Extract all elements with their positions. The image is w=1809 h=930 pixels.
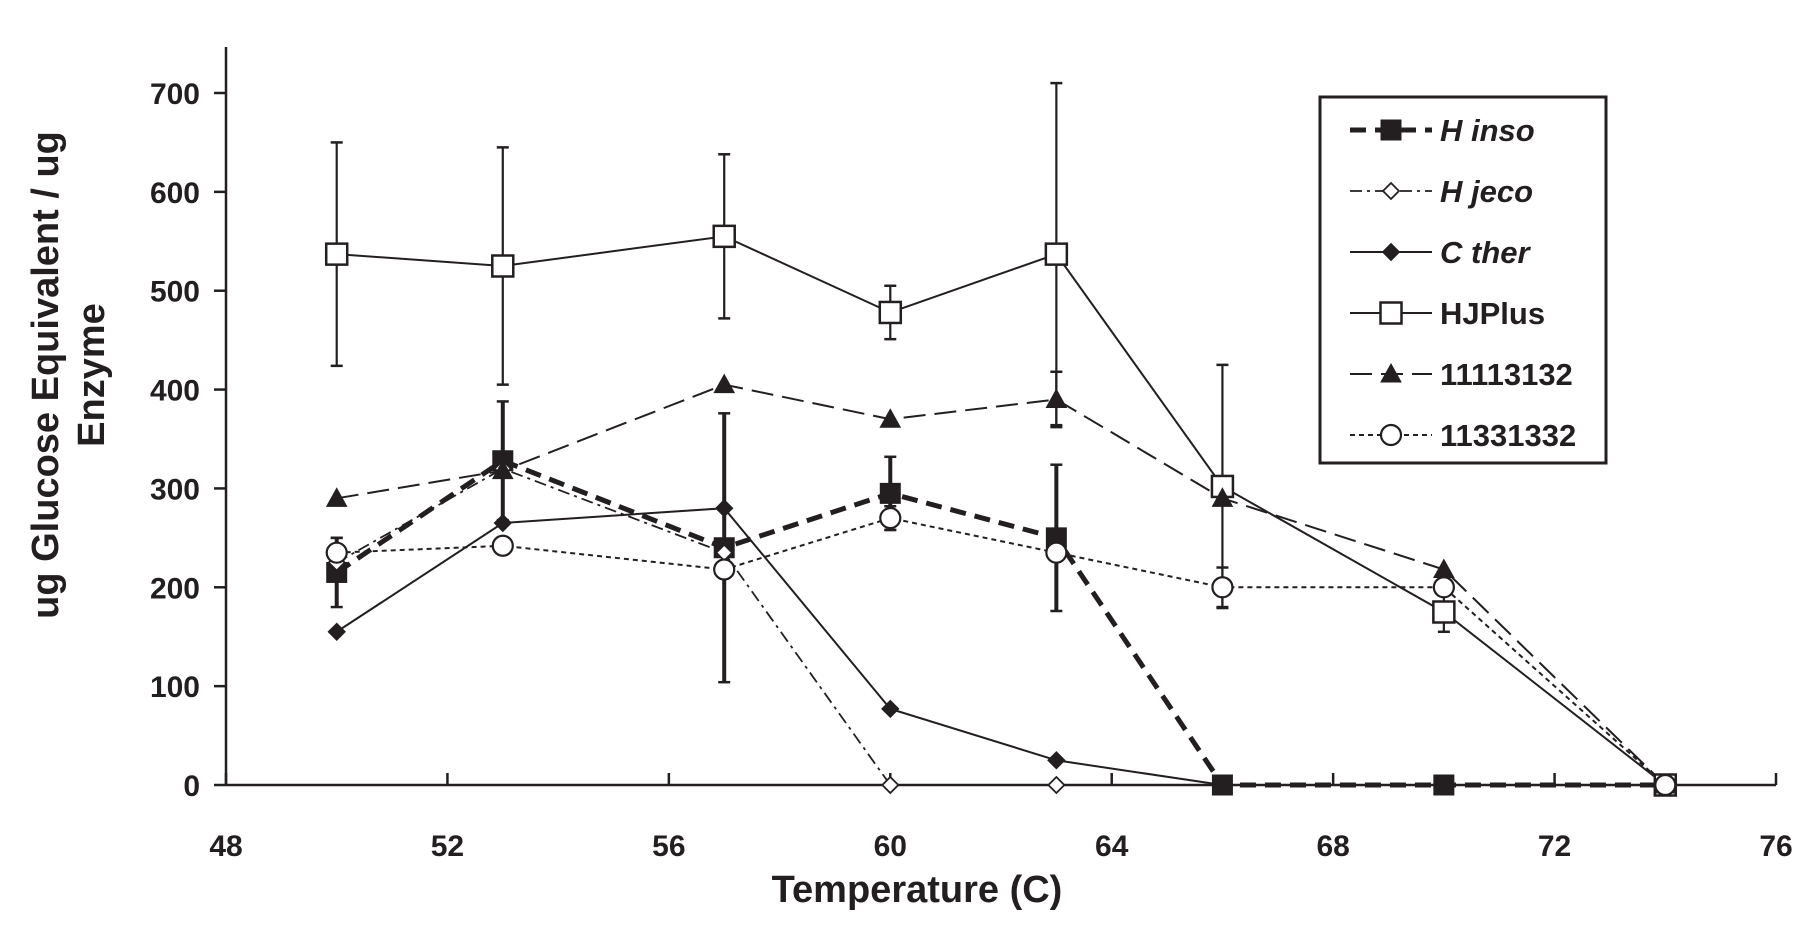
series-line-4 (336, 383, 1666, 786)
legend-box (1318, 95, 1608, 465)
y-tick-label: 600 (150, 177, 200, 210)
y-tick-label: 100 (150, 671, 200, 704)
y-axis-title-line-2: Enzyme (71, 303, 113, 447)
legend-label-3: HJPlus (1440, 296, 1545, 331)
series-2-point-4 (1047, 751, 1066, 770)
x-tick-label: 72 (1538, 830, 1571, 863)
series-5-point-2 (713, 558, 736, 581)
series-5-point-3 (879, 506, 902, 530)
y-axis-title: ug Glucose Equivalent / ug Enzyme (25, 131, 113, 619)
legend-marker-4 (1380, 362, 1402, 383)
error-bars (330, 81, 1450, 684)
x-tick-label: 64 (1095, 830, 1129, 863)
legend-label-1: H jeco (1440, 174, 1533, 209)
series-5-point-5 (1211, 576, 1234, 599)
series-2-point-5 (1213, 775, 1232, 795)
legend-marker-0 (1380, 119, 1402, 141)
series-3-point-0 (324, 242, 349, 266)
series-3-point-6 (1432, 600, 1456, 624)
series-markers (324, 224, 1678, 797)
series-5-point-4 (1045, 541, 1068, 564)
x-tick-label: 52 (431, 830, 464, 863)
series-0-point-3 (879, 482, 901, 504)
series-2-point-1 (493, 513, 512, 533)
tick-labels: 0 100 200 300 400 500 600 700 48 52 56 60 64 68 72 76 (150, 78, 1793, 863)
legend-label-5: 11331332 (1440, 418, 1576, 453)
legend-marker-2 (1381, 242, 1401, 262)
series-3-point-4 (1044, 242, 1069, 266)
legend-label-2: C ther (1440, 235, 1532, 270)
series-5-point-0 (325, 541, 348, 564)
series-line-3 (336, 235, 1666, 786)
legend-label-0: H inso (1440, 113, 1535, 148)
series-5-point-6 (1432, 576, 1455, 599)
series-4-point-2 (713, 373, 736, 394)
legend-marker-3 (1379, 301, 1403, 325)
series-line-2 (336, 507, 1223, 786)
y-tick-label: 500 (150, 276, 200, 309)
y-tick-label: 300 (150, 473, 200, 506)
series-4-point-1 (491, 459, 514, 480)
series-2-point-0 (327, 622, 346, 641)
series-4-point-5 (1211, 487, 1234, 507)
legend-marker-5 (1379, 423, 1403, 447)
series-line-1 (336, 467, 1057, 786)
x-tick-label: 68 (1316, 830, 1349, 863)
legend-marker-1 (1381, 181, 1401, 201)
series-3-point-3 (878, 300, 903, 325)
y-tick-label: 400 (150, 375, 200, 408)
x-tick-label: 56 (652, 830, 685, 863)
series-4-point-6 (1433, 558, 1455, 578)
y-tick-label: 0 (183, 770, 200, 803)
y-tick-label: 200 (150, 572, 200, 605)
x-tick-label: 60 (874, 830, 907, 863)
series-3-point-1 (491, 254, 515, 278)
y-tick-label: 700 (150, 78, 200, 111)
x-tick-label: 76 (1759, 830, 1792, 863)
series-2-point-3 (881, 699, 900, 719)
legend: H inso H jeco C ther HJPlus 11113132 11331332 (1318, 95, 1608, 465)
y-axis-title-line-1: ug Glucose Equivalent / ug (25, 131, 67, 619)
series-4-point-3 (879, 408, 902, 428)
series-4-point-0 (325, 487, 348, 507)
x-axis-title: Temperature (C) (772, 869, 1063, 911)
series-0-point-6 (1433, 774, 1455, 796)
series-5-point-1 (491, 534, 514, 557)
series-3-point-2 (712, 224, 736, 249)
x-tick-label: 48 (209, 830, 242, 863)
legend-label-4: 11113132 (1440, 357, 1573, 392)
series-line-5 (336, 517, 1666, 786)
series-line-0 (335, 457, 1666, 788)
series-1-point-3 (881, 775, 900, 795)
series-2-point-2 (715, 498, 734, 518)
series-1-point-4 (1047, 775, 1066, 795)
series-5-point-7 (1654, 773, 1677, 797)
series-4-point-4 (1045, 388, 1068, 408)
